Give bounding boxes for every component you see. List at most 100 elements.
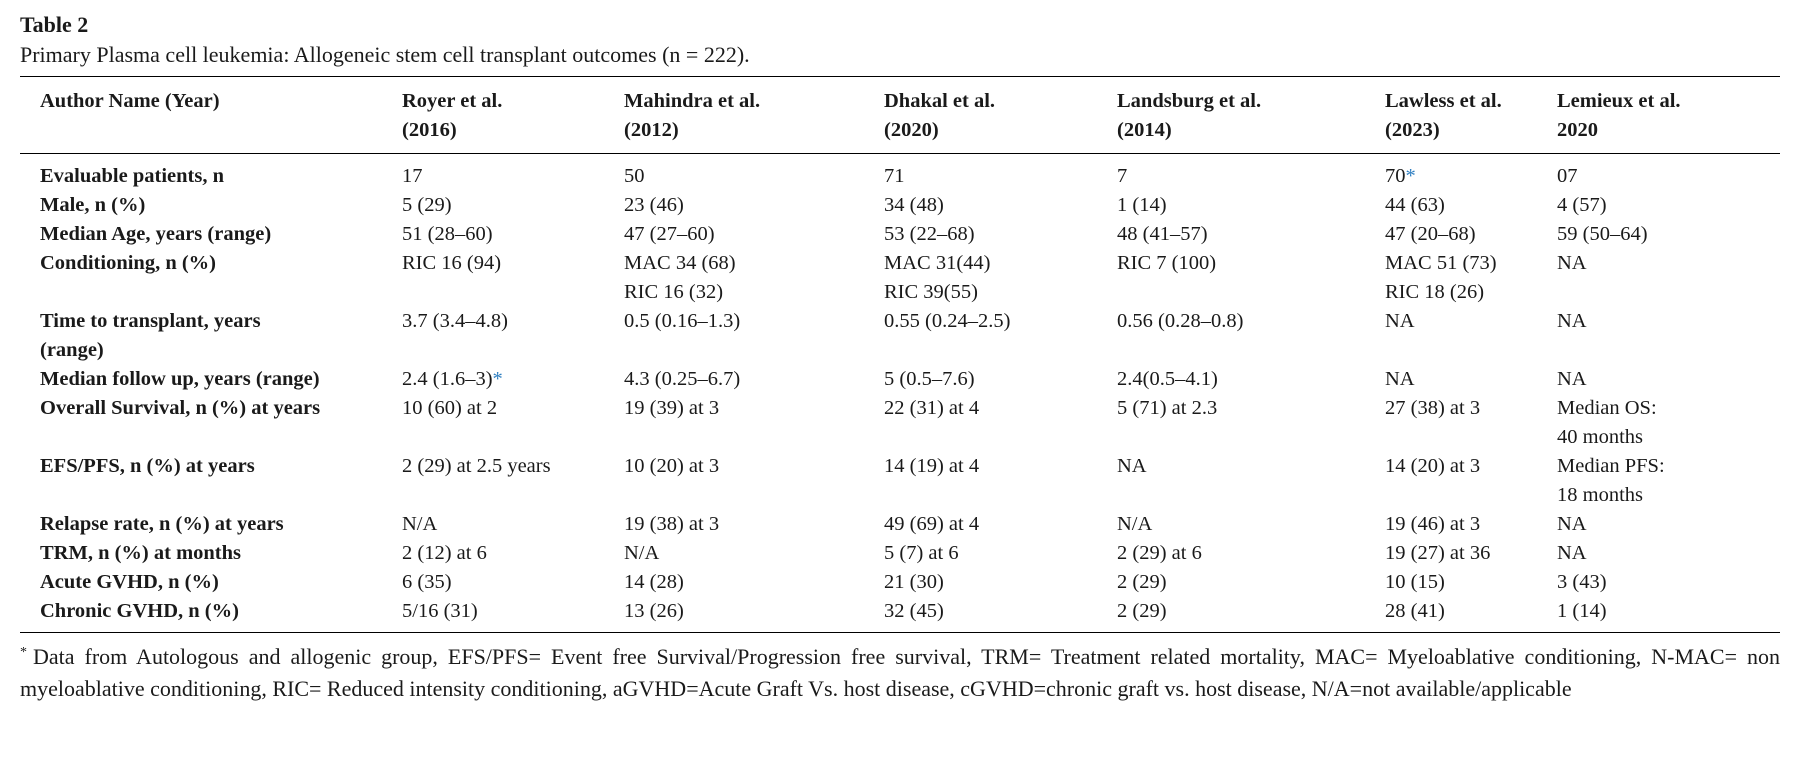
cell-text: 10 (15) bbox=[1385, 571, 1445, 593]
cell-line: RIC 16 (94) bbox=[402, 249, 624, 278]
row-header-line: Evaluable patients, n bbox=[40, 165, 224, 187]
row-header-line: Male, n (%) bbox=[40, 194, 146, 216]
cell-text: 19 (39) at 3 bbox=[624, 397, 720, 419]
cell-text: 3 (43) bbox=[1557, 571, 1607, 593]
cell-line: NA bbox=[1557, 307, 1780, 336]
table-cell: N/A bbox=[624, 539, 884, 568]
table-cell: 2 (29) bbox=[1117, 568, 1385, 597]
table-cell: 51 (28–60) bbox=[402, 220, 624, 249]
table-cell: 19 (46) at 3 bbox=[1385, 510, 1557, 539]
cell-line: 2 (29) at 2.5 years bbox=[402, 452, 624, 481]
table-cell: 1 (14) bbox=[1557, 597, 1780, 633]
cell-text: 50 bbox=[624, 165, 645, 187]
header-cell-line: (2012) bbox=[624, 119, 679, 141]
table-cell: 2.4 (1.6–3)* bbox=[402, 365, 624, 394]
table-header: Author Name (Year) Royer et al. (2016) Mahi… bbox=[20, 76, 1780, 154]
header-cell-line: (2016) bbox=[402, 119, 457, 141]
cell-line: 0.56 (0.28–0.8) bbox=[1117, 307, 1385, 336]
header-cell-line: (2020) bbox=[884, 119, 939, 141]
table-cell: 14 (20) at 3 bbox=[1385, 452, 1557, 510]
cell-text: 10 (20) at 3 bbox=[624, 455, 720, 477]
table-cell: 6 (35) bbox=[402, 568, 624, 597]
table-cell: NA bbox=[1117, 452, 1385, 510]
document-page: Table 2 Primary Plasma cell leukemia: Al… bbox=[20, 12, 1780, 701]
cell-text: 47 (20–68) bbox=[1385, 223, 1476, 245]
cell-line: 10 (60) at 2 bbox=[402, 394, 624, 423]
cell-text: 32 (45) bbox=[884, 600, 944, 622]
table-cell: NA bbox=[1557, 510, 1780, 539]
cell-line: MAC 34 (68) bbox=[624, 249, 884, 278]
cell-text: 6 (35) bbox=[402, 571, 452, 593]
row-header: Overall Survival, n (%) at years bbox=[20, 394, 402, 452]
cell-text: 49 (69) at 4 bbox=[884, 513, 980, 535]
cell-text: 14 (28) bbox=[624, 571, 684, 593]
table-cell: 0.5 (0.16–1.3) bbox=[624, 307, 884, 365]
cell-text: 19 (46) at 3 bbox=[1385, 513, 1481, 535]
table-cell: N/A bbox=[402, 510, 624, 539]
row-header: Evaluable patients, n bbox=[20, 154, 402, 192]
cell-line: NA bbox=[1557, 249, 1780, 278]
cell-line: Median PFS: bbox=[1557, 452, 1780, 481]
header-cell-line: 2020 bbox=[1557, 119, 1598, 141]
cell-line: NA bbox=[1385, 307, 1557, 336]
table-cell: 3 (43) bbox=[1557, 568, 1780, 597]
table-cell: 13 (26) bbox=[624, 597, 884, 633]
table-cell: NA bbox=[1557, 249, 1780, 307]
cell-text: 5 (71) at 2.3 bbox=[1117, 397, 1218, 419]
cell-text: 2 (12) at 6 bbox=[402, 542, 487, 564]
table-cell: 5/16 (31) bbox=[402, 597, 624, 633]
cell-line: 14 (28) bbox=[624, 568, 884, 597]
table-cell: MAC 51 (73) RIC 18 (26) bbox=[1385, 249, 1557, 307]
table-cell: 5 (71) at 2.3 bbox=[1117, 394, 1385, 452]
table-cell: 59 (50–64) bbox=[1557, 220, 1780, 249]
table-cell: 17 bbox=[402, 154, 624, 192]
table-cell: NA bbox=[1557, 539, 1780, 568]
header-cell-line: Mahindra et al. bbox=[624, 90, 761, 112]
cell-line: RIC 39(55) bbox=[884, 278, 1117, 307]
cell-text: 5 (29) bbox=[402, 194, 452, 216]
cell-text: RIC 16 (94) bbox=[402, 252, 502, 274]
cell-line: 4 (57) bbox=[1557, 191, 1780, 220]
cell-line: RIC 7 (100) bbox=[1117, 249, 1385, 278]
header-cell-line: Dhakal et al. bbox=[884, 90, 996, 112]
table-cell: 70* bbox=[1385, 154, 1557, 192]
table-cell: 14 (19) at 4 bbox=[884, 452, 1117, 510]
cell-line: 5 (71) at 2.3 bbox=[1117, 394, 1385, 423]
cell-text: 14 (19) at 4 bbox=[884, 455, 980, 477]
cell-line: 40 months bbox=[1557, 423, 1780, 452]
table-cell: 71 bbox=[884, 154, 1117, 192]
footnote-text: Data from Autologous and allogenic group… bbox=[20, 644, 1780, 701]
table-cell: 50 bbox=[624, 154, 884, 192]
cell-line: 23 (46) bbox=[624, 191, 884, 220]
table-cell: 21 (30) bbox=[884, 568, 1117, 597]
row-header: TRM, n (%) at months bbox=[20, 539, 402, 568]
table-cell: 22 (31) at 4 bbox=[884, 394, 1117, 452]
cell-text: NA bbox=[1557, 368, 1587, 390]
table-label: Table 2 bbox=[20, 12, 89, 37]
table-cell: N/A bbox=[1117, 510, 1385, 539]
header-cell-line: Royer et al. bbox=[402, 90, 503, 112]
table-body: Evaluable patients, n 17 50 71 7 70* 07 Male, n… bbox=[20, 154, 1780, 633]
table-cell: Median OS: 40 months bbox=[1557, 394, 1780, 452]
cell-line: 14 (20) at 3 bbox=[1385, 452, 1557, 481]
cell-line: 0.55 (0.24–2.5) bbox=[884, 307, 1117, 336]
cell-text: 19 (27) at 36 bbox=[1385, 542, 1491, 564]
cell-text: 28 (41) bbox=[1385, 600, 1445, 622]
cell-line: 13 (26) bbox=[624, 597, 884, 626]
cell-text: 5/16 (31) bbox=[402, 600, 478, 622]
cell-line: 51 (28–60) bbox=[402, 220, 624, 249]
cell-text: 2 (29) bbox=[1117, 600, 1167, 622]
cell-line: NA bbox=[1385, 365, 1557, 394]
header-cell-study: Dhakal et al. (2020) bbox=[884, 76, 1117, 154]
cell-text: NA bbox=[1385, 310, 1415, 332]
table-cell: 19 (39) at 3 bbox=[624, 394, 884, 452]
table-cell: 19 (38) at 3 bbox=[624, 510, 884, 539]
cell-text: 1 (14) bbox=[1557, 600, 1607, 622]
table-row: Conditioning, n (%) RIC 16 (94) MAC 34 (68… bbox=[20, 249, 1780, 307]
row-header-line: Acute GVHD, n (%) bbox=[40, 571, 219, 593]
table-cell: 5 (7) at 6 bbox=[884, 539, 1117, 568]
header-cell-line: (2014) bbox=[1117, 119, 1172, 141]
row-header-line: (range) bbox=[40, 339, 104, 361]
cell-line: 2.4(0.5–4.1) bbox=[1117, 365, 1385, 394]
cell-line: 47 (20–68) bbox=[1385, 220, 1557, 249]
